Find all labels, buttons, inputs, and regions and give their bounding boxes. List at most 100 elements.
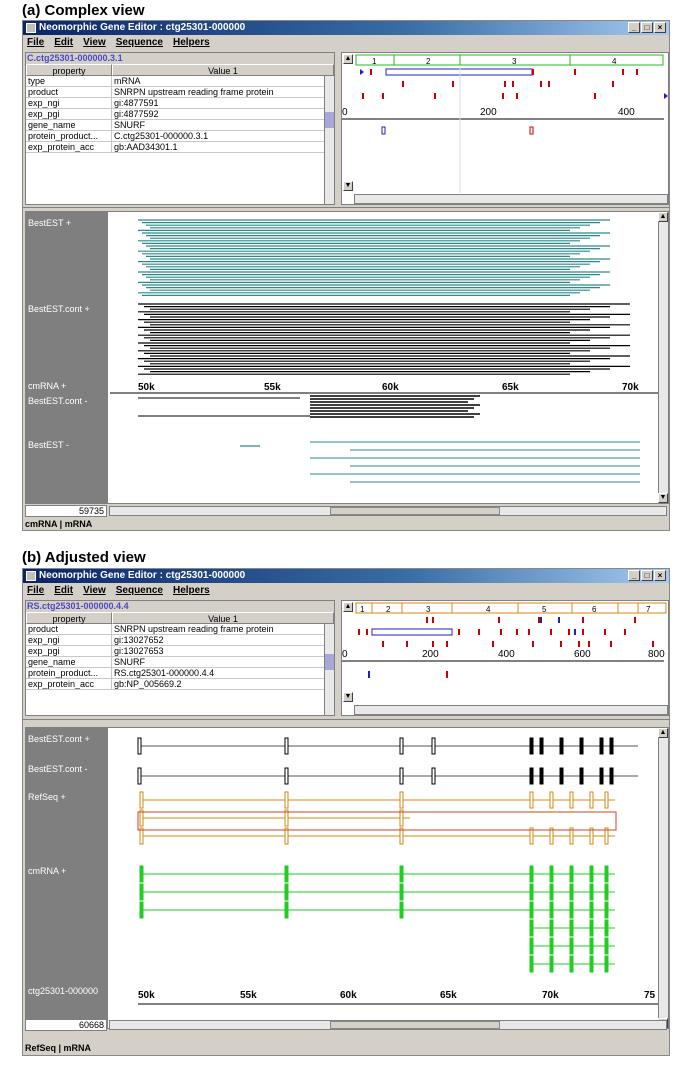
overview-hscrollbar[interactable] [354, 705, 668, 715]
axis-tick: 60k [340, 990, 357, 1001]
selected-feature[interactable] [385, 68, 533, 76]
menu-edit[interactable]: Edit [54, 585, 74, 596]
menu-helpers[interactable]: Helpers [172, 37, 210, 48]
menu-sequence[interactable]: Sequence [115, 585, 163, 596]
col-property[interactable]: property [26, 612, 112, 624]
menu-view[interactable]: View [83, 37, 106, 48]
scroll-thumb[interactable] [325, 654, 334, 670]
maximize-button[interactable]: □ [641, 570, 653, 581]
col-value[interactable]: Value 1 [112, 64, 334, 76]
window-title: Neomorphic Gene Editor : ctg25301-000000 [39, 570, 246, 581]
track-vscrollbar[interactable]: ▲ ▼ [658, 212, 668, 503]
exon-block [599, 737, 604, 755]
table-row[interactable]: type mRNA [26, 76, 334, 87]
selected-feature[interactable] [371, 628, 453, 636]
maximize-button[interactable]: □ [641, 22, 653, 33]
gene-editor-window-a: Neomorphic Gene Editor : ctg25301-000000… [22, 20, 670, 531]
exon-block [559, 767, 564, 785]
axis-tick: 50k [138, 382, 155, 393]
track-label[interactable]: cmRNA + [28, 381, 67, 391]
table-row[interactable]: gene_name SNURF [26, 657, 334, 668]
close-button[interactable]: × [654, 22, 666, 33]
table-scrollbar[interactable] [324, 624, 334, 715]
exon-number: 5 [542, 605, 547, 614]
menu-helpers[interactable]: Helpers [172, 585, 210, 596]
table-row[interactable]: exp_protein_acc gb:NP_005669.2 [26, 679, 334, 690]
transcript-overview[interactable]: 1 2 3 4 0 200 400 ▲ ▼ [341, 52, 669, 205]
table-row[interactable]: exp_protein_acc gb:AAD34301.1 [26, 142, 334, 153]
table-row[interactable]: protein_product... RS.ctg25301-000000.4.4 [26, 668, 334, 679]
exon-number: 6 [592, 605, 597, 614]
exon-block [589, 955, 594, 973]
menu-file[interactable]: File [27, 585, 45, 596]
minimize-button[interactable]: _ [628, 22, 640, 33]
exon-block [589, 827, 594, 845]
exon-block [529, 937, 534, 955]
transcript-overview[interactable]: 1 2 3 4 5 6 7 0 200 400 600 800 ▲ ▼ [341, 600, 669, 716]
scroll-up-button[interactable]: ▲ [343, 602, 353, 612]
exon-bar [355, 54, 664, 66]
track-panel[interactable]: BestEST.cont + BestEST.cont - RefSeq + c… [25, 727, 669, 1029]
table-row[interactable]: product SNRPN upstream reading frame prot… [26, 624, 334, 635]
track-hscrollbar[interactable] [109, 1020, 667, 1030]
menu-sequence[interactable]: Sequence [115, 37, 163, 48]
track-panel[interactable]: BestEST + BestEST.cont + cmRNA + BestEST… [25, 211, 669, 504]
track-label[interactable]: BestEST.cont - [28, 764, 88, 774]
table-row[interactable]: exp_ngi gi:13027652 [26, 635, 334, 646]
minimize-button[interactable]: _ [628, 570, 640, 581]
exon-block [569, 791, 574, 809]
close-button[interactable]: × [654, 570, 666, 581]
table-row[interactable]: gene_name SNURF [26, 120, 334, 131]
scroll-down-button[interactable]: ▼ [343, 181, 353, 191]
exon-block [589, 937, 594, 955]
track-label[interactable]: BestEST.cont - [28, 396, 88, 406]
table-row[interactable]: exp_ngi gi:4877591 [26, 98, 334, 109]
exon-block [399, 865, 404, 883]
exon-block [139, 791, 144, 809]
track-label[interactable]: BestEST.cont + [28, 304, 90, 314]
track-label[interactable]: BestEST - [28, 440, 69, 450]
menu-file[interactable]: File [27, 37, 45, 48]
track-label[interactable]: RefSeq + [28, 792, 66, 802]
scroll-up-button[interactable]: ▲ [343, 54, 353, 64]
exon-block [399, 901, 404, 919]
title-bar: Neomorphic Gene Editor : ctg25301-000000… [23, 569, 669, 583]
scroll-up-button[interactable]: ▲ [658, 728, 668, 738]
track-label[interactable]: ctg25301-000000 [28, 986, 99, 996]
table-row[interactable]: product SNRPN upstream reading frame prot… [26, 87, 334, 98]
track-label[interactable]: BestEST.cont + [28, 734, 90, 744]
exon-block [529, 737, 534, 755]
overview-hscrollbar[interactable] [354, 194, 668, 204]
exon-block [549, 901, 554, 919]
col-value[interactable]: Value 1 [112, 612, 334, 624]
exon-block [529, 955, 534, 973]
caption-b: (b) Adjusted view [22, 549, 146, 566]
exon-block [139, 883, 144, 901]
scroll-down-button[interactable]: ▼ [343, 692, 353, 702]
table-row[interactable]: exp_pgi gi:4877592 [26, 109, 334, 120]
track-hscrollbar[interactable] [109, 506, 667, 516]
axis-tick: 75 [644, 990, 656, 1001]
scale-tick: 200 [422, 649, 439, 660]
scroll-down-button[interactable]: ▼ [658, 493, 668, 503]
status-bar: cmRNA | mRNA [25, 519, 93, 529]
table-row[interactable]: protein_product... C.ctg25301-000000.3.1 [26, 131, 334, 142]
menu-view[interactable]: View [83, 585, 106, 596]
scroll-up-button[interactable]: ▲ [658, 212, 668, 222]
menu-edit[interactable]: Edit [54, 37, 74, 48]
table-scrollbar[interactable] [324, 76, 334, 204]
table-row[interactable]: exp_pgi gi:13027653 [26, 646, 334, 657]
exon-block [284, 865, 289, 883]
property-table: RS.ctg25301-000000.4.4 property Value 1 p… [25, 600, 335, 716]
exon-block [569, 919, 574, 937]
position-readout: 60668 [25, 1019, 107, 1031]
track-label[interactable]: BestEST + [28, 218, 72, 228]
scroll-thumb[interactable] [325, 112, 334, 128]
track-label[interactable]: cmRNA + [28, 866, 67, 876]
exon-block [609, 737, 614, 755]
col-property[interactable]: property [26, 64, 112, 76]
track-vscrollbar[interactable]: ▲ ▼ [658, 728, 668, 1028]
property-table: C.ctg25301-000000.3.1 property Value 1 ty… [25, 52, 335, 205]
alignment-tracks: 50k 55k 60k 65k 70k 75 [137, 737, 658, 1005]
exon-number: 2 [426, 57, 431, 66]
